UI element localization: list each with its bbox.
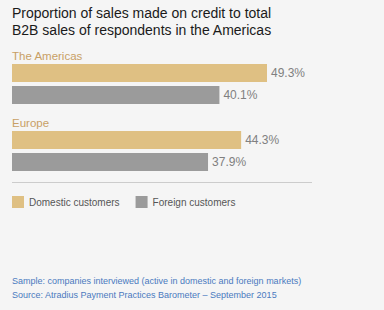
background bbox=[0, 0, 384, 310]
bars bbox=[12, 64, 267, 171]
legend-label: Domestic customers bbox=[29, 197, 120, 208]
axis-line bbox=[12, 182, 312, 183]
data-label: 40.1% bbox=[223, 88, 257, 102]
group-label: Europe bbox=[12, 117, 49, 129]
chart: Proportion of sales made on credit to to… bbox=[0, 0, 384, 310]
data-label: 44.3% bbox=[245, 133, 279, 147]
title: Proportion of sales made on credit to to… bbox=[12, 5, 271, 21]
group-label: The Americas bbox=[12, 50, 83, 62]
legend-swatch bbox=[136, 196, 148, 208]
bar bbox=[12, 131, 241, 149]
footnote: Source: Atradius Payment Practices Barom… bbox=[12, 290, 277, 300]
footnote: Sample: companies interviewed (active in… bbox=[12, 276, 301, 286]
legend-swatch bbox=[12, 196, 24, 208]
bar bbox=[12, 153, 208, 171]
bar bbox=[12, 64, 267, 82]
labels: The Americas 49.3% 40.1% Europe 44.3% 37.9% bbox=[12, 50, 305, 169]
subtitle: B2B sales of respondents in the Americas bbox=[12, 22, 271, 38]
bar bbox=[12, 86, 219, 104]
data-label: 37.9% bbox=[212, 155, 246, 169]
legend-label: Foreign customers bbox=[153, 197, 236, 208]
data-label: 49.3% bbox=[271, 66, 305, 80]
legend: Domestic customers Foreign customers bbox=[12, 196, 235, 208]
